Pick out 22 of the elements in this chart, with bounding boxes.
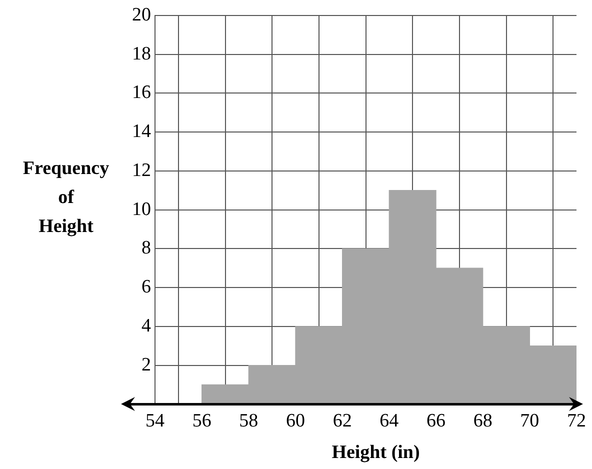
- y-tick-label: 12: [132, 160, 151, 181]
- x-tick-label: 62: [332, 410, 352, 432]
- x-tick-label: 54: [146, 410, 165, 432]
- y-tick-label: 16: [132, 82, 151, 104]
- x-tick-label: 68: [473, 410, 492, 432]
- y-tick-label: 2: [142, 354, 151, 376]
- y-tick-label: 18: [132, 43, 151, 64]
- y-tick-label: 4: [142, 315, 152, 336]
- x-tick-label: 70: [520, 410, 540, 432]
- x-tick-label: 72: [567, 410, 586, 432]
- x-tick-label: 64: [380, 410, 400, 432]
- y-tick-label: 6: [142, 276, 151, 298]
- x-tick-label: 58: [239, 410, 258, 432]
- y-tick-label: 14: [132, 121, 152, 142]
- y-axis-title: Frequency of Height: [22, 158, 110, 237]
- x-tick-label: 60: [286, 410, 305, 432]
- x-tick-label: 56: [192, 410, 212, 432]
- y-tick-label: 8: [142, 238, 151, 259]
- x-tick-label: 66: [426, 410, 446, 432]
- x-axis-title: Height (in): [332, 442, 420, 463]
- y-tick-label: 10: [132, 198, 151, 220]
- y-tick-label: 20: [132, 4, 151, 26]
